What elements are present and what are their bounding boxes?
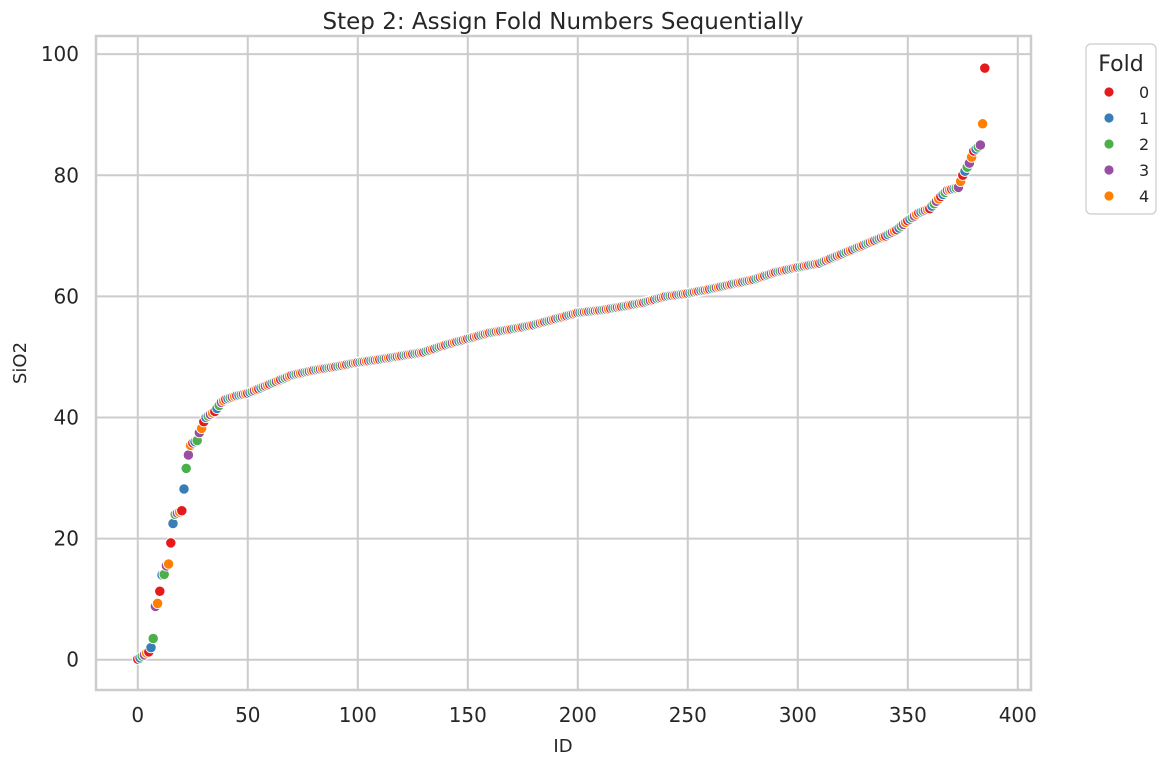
plot-background xyxy=(96,36,1031,690)
legend-marker xyxy=(1103,164,1115,176)
legend-label: 1 xyxy=(1139,109,1149,128)
legend-marker xyxy=(1103,86,1115,98)
x-tick-label: 0 xyxy=(131,703,144,727)
y-tick-labels: 0 20 40 60 80 100 xyxy=(41,42,79,672)
legend-marker xyxy=(1103,112,1115,124)
y-tick-label: 20 xyxy=(54,527,79,551)
y-axis-label: SiO2 xyxy=(10,342,31,384)
x-tick-label: 350 xyxy=(889,703,927,727)
legend: Fold 0 1 2 3 4 xyxy=(1085,43,1157,215)
data-point xyxy=(178,483,190,495)
data-point xyxy=(180,462,192,475)
legend-marker xyxy=(1103,138,1115,150)
data-point xyxy=(147,632,159,645)
x-tick-label: 200 xyxy=(559,703,597,727)
x-tick-label: 50 xyxy=(235,703,260,727)
grid-lines xyxy=(96,36,1031,690)
legend-title: Fold xyxy=(1098,52,1143,77)
legend-label: 3 xyxy=(1139,161,1149,180)
x-tick-label: 400 xyxy=(999,703,1037,727)
y-tick-label: 80 xyxy=(54,163,79,187)
data-point xyxy=(974,139,987,151)
y-tick-label: 60 xyxy=(54,284,79,308)
legend-marker xyxy=(1103,190,1115,202)
legend-label: 0 xyxy=(1139,83,1149,102)
legend-label: 4 xyxy=(1139,187,1149,206)
data-point xyxy=(154,585,166,597)
y-tick-label: 0 xyxy=(66,648,79,672)
legend-frame xyxy=(1085,43,1157,215)
data-point xyxy=(176,505,188,517)
data-point xyxy=(976,118,989,130)
data-point xyxy=(162,558,175,570)
data-point xyxy=(979,62,991,74)
data-points xyxy=(132,62,991,665)
x-tick-label: 300 xyxy=(779,703,817,727)
data-point xyxy=(165,537,177,549)
legend-entries: 0 1 2 3 4 xyxy=(1103,83,1149,206)
x-tick-label: 150 xyxy=(449,703,487,727)
x-axis-label: ID xyxy=(553,736,572,757)
x-tick-label: 250 xyxy=(669,703,707,727)
plot-frame xyxy=(94,34,1033,692)
data-point xyxy=(182,449,195,461)
x-tick-label: 100 xyxy=(339,703,377,727)
legend-label: 2 xyxy=(1139,135,1149,154)
x-tick-labels: 0 50 100 150 200 250 300 350 400 xyxy=(131,703,1036,727)
chart-title: Step 2: Assign Fold Numbers Sequentially xyxy=(323,9,804,35)
y-tick-label: 100 xyxy=(41,42,79,66)
data-point xyxy=(151,597,164,610)
y-tick-label: 40 xyxy=(54,406,79,430)
